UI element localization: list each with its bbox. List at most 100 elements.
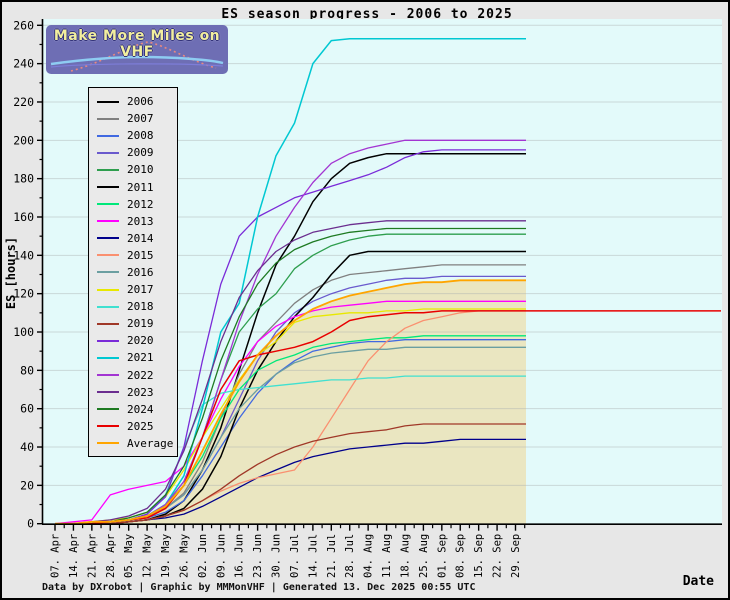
x-tick-label-18: 11. Aug	[381, 534, 393, 578]
legend-label-2017: 2017	[127, 283, 154, 297]
x-tick-label-5: 12. May	[142, 534, 154, 578]
legend-swatch-2011	[97, 186, 119, 189]
legend-item-2007: 2007	[89, 110, 177, 127]
legend-label-2006: 2006	[127, 95, 154, 109]
legend-label-2016: 2016	[127, 265, 154, 279]
logo-purple-underline	[50, 63, 224, 68]
average-area-fill	[55, 280, 526, 524]
y-tick-label-160: 160	[13, 210, 34, 224]
legend-label-2018: 2018	[127, 300, 154, 314]
logo-blue-wave	[50, 55, 224, 66]
legend-label-2015: 2015	[127, 248, 154, 262]
legend-swatch-2015	[97, 254, 119, 257]
legend-swatch-2014	[97, 237, 119, 240]
y-tick-label-260: 260	[13, 18, 34, 32]
logo-decoration	[50, 41, 224, 72]
x-tick-label-25: 29. Sep	[510, 534, 522, 578]
legend-swatch-average	[97, 442, 119, 445]
y-tick-label-140: 140	[13, 248, 34, 262]
legend-label-2008: 2008	[127, 129, 154, 143]
y-tick-label-100: 100	[13, 325, 34, 339]
mmm-vhf-logo-banner[interactable]: Make More Miles on VHF	[46, 25, 228, 74]
x-tick-label-21: 01. Sep	[436, 534, 448, 578]
legend-item-2025: 2025	[89, 418, 177, 435]
y-tick-label-20: 20	[20, 478, 34, 492]
legend-item-2021: 2021	[89, 349, 177, 366]
legend-label-2011: 2011	[127, 180, 154, 194]
x-tick-label-16: 28. Jul	[344, 534, 356, 578]
legend-label-2023: 2023	[127, 385, 154, 399]
legend-swatch-2020	[97, 339, 119, 342]
x-tick-label-17: 04. Aug	[363, 534, 375, 578]
legend-item-2011: 2011	[89, 178, 177, 195]
series-line-2024	[55, 227, 526, 525]
x-tick-label-8: 02. Jun	[197, 534, 209, 578]
legend-item-2016: 2016	[89, 264, 177, 281]
series-line-2013	[54, 300, 526, 525]
y-tick-label-120: 120	[13, 287, 34, 301]
chart-legend: 2006 2007 2008 2009 2010 2011 2012 2013 2014 2015…	[88, 87, 178, 457]
x-tick-label-0: 07. Apr	[50, 534, 62, 578]
legend-item-2017: 2017	[89, 281, 177, 298]
x-axis-label: Date	[682, 574, 714, 589]
legend-item-2019: 2019	[89, 315, 177, 332]
legend-swatch-2024	[97, 408, 119, 411]
legend-item-2020: 2020	[89, 332, 177, 349]
legend-item-2015: 2015	[89, 247, 177, 264]
legend-swatch-2023	[97, 391, 119, 394]
x-tick-label-22: 08. Sep	[455, 534, 467, 578]
y-tick-label-200: 200	[13, 133, 34, 147]
x-tick-label-15: 21. Jul	[326, 534, 338, 578]
y-tick-label-180: 180	[13, 172, 34, 186]
x-tick-label-3: 28. Apr	[105, 534, 117, 578]
legend-swatch-2018	[97, 305, 119, 308]
x-tick-label-7: 26. May	[178, 534, 190, 578]
legend-swatch-2007	[97, 117, 119, 120]
x-tick-label-24: 22. Sep	[492, 534, 504, 578]
chart-title: ES season progress - 2006 to 2025	[221, 7, 513, 22]
y-tick-label-40: 40	[20, 440, 34, 454]
x-tick-label-11: 23. Jun	[252, 534, 264, 578]
legend-swatch-2012	[97, 203, 119, 206]
legend-item-2013: 2013	[89, 213, 177, 230]
legend-label-2025: 2025	[127, 419, 154, 433]
legend-swatch-2010	[97, 168, 119, 171]
x-tick-label-10: 16. Jun	[234, 534, 246, 578]
legend-label-2013: 2013	[127, 214, 154, 228]
y-axis-label: ES [hours]	[4, 236, 18, 310]
legend-label-2007: 2007	[127, 112, 154, 126]
legend-swatch-2016	[97, 271, 119, 274]
y-tick-label-60: 60	[20, 402, 34, 416]
legend-label-average: Average	[127, 436, 174, 450]
legend-item-2008: 2008	[89, 127, 177, 144]
legend-label-2021: 2021	[127, 351, 154, 365]
y-tick-label-220: 220	[13, 95, 34, 109]
legend-label-2019: 2019	[127, 317, 154, 331]
legend-swatch-2022	[97, 374, 119, 377]
legend-item-2022: 2022	[89, 367, 177, 384]
y-tick-label-80: 80	[20, 363, 34, 377]
legend-item-2006: 2006	[89, 93, 177, 110]
x-tick-label-1: 14. Apr	[68, 534, 80, 578]
legend-label-2024: 2024	[127, 402, 154, 416]
legend-label-2010: 2010	[127, 163, 154, 177]
legend-label-2009: 2009	[127, 146, 154, 160]
x-tick-label-19: 18. Aug	[399, 534, 411, 578]
x-tick-label-20: 25. Aug	[418, 534, 430, 578]
legend-swatch-2017	[97, 288, 119, 291]
x-tick-label-2: 21. Apr	[86, 534, 98, 578]
legend-swatch-2009	[97, 151, 119, 154]
logo-text: Make More Miles on VHF	[53, 28, 221, 60]
legend-swatch-2019	[97, 322, 119, 325]
legend-swatch-2025	[97, 425, 119, 428]
legend-swatch-2021	[97, 356, 119, 359]
legend-item-2023: 2023	[89, 384, 177, 401]
legend-item-2024: 2024	[89, 401, 177, 418]
series-line-average	[55, 279, 526, 525]
x-tick-label-4: 05. May	[123, 534, 135, 578]
x-tick-label-13: 07. Jul	[289, 534, 301, 578]
x-tick-label-14: 14. Jul	[307, 534, 319, 578]
x-tick-label-6: 19. May	[160, 534, 172, 578]
legend-item-2009: 2009	[89, 144, 177, 161]
